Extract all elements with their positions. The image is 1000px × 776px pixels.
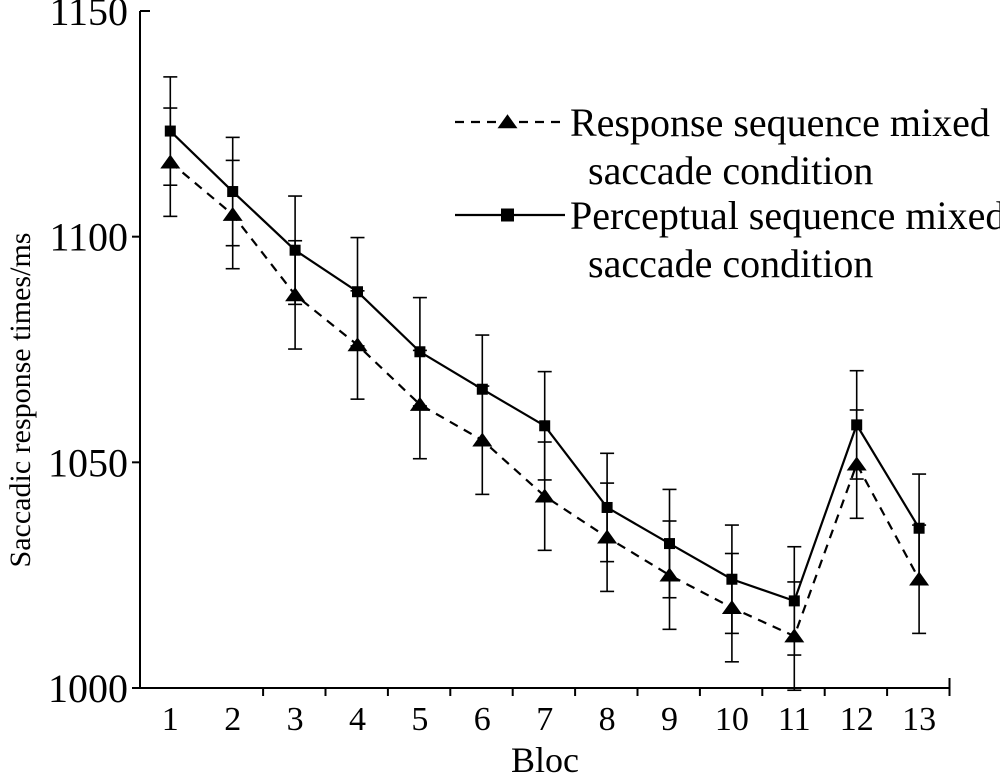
svg-text:11: 11 bbox=[778, 701, 811, 738]
svg-text:6: 6 bbox=[474, 701, 491, 738]
svg-text:3: 3 bbox=[287, 701, 304, 738]
svg-text:Bloc: Bloc bbox=[511, 740, 579, 776]
svg-text:1: 1 bbox=[162, 701, 179, 738]
svg-text:saccade condition: saccade condition bbox=[588, 241, 873, 286]
svg-text:10: 10 bbox=[715, 701, 749, 738]
svg-text:4: 4 bbox=[349, 701, 366, 738]
svg-text:13: 13 bbox=[902, 701, 936, 738]
svg-text:7: 7 bbox=[536, 701, 553, 738]
svg-text:Saccadic response times/ms: Saccadic response times/ms bbox=[4, 233, 37, 568]
svg-text:8: 8 bbox=[599, 701, 616, 738]
svg-text:Response sequence mixed: Response sequence mixed bbox=[570, 100, 990, 145]
svg-text:1150: 1150 bbox=[49, 0, 128, 34]
svg-text:Perceptual sequence mixed: Perceptual sequence mixed bbox=[570, 193, 1000, 238]
svg-text:1100: 1100 bbox=[49, 215, 128, 260]
svg-text:saccade condition: saccade condition bbox=[588, 148, 873, 193]
svg-text:9: 9 bbox=[661, 701, 678, 738]
svg-text:5: 5 bbox=[411, 701, 428, 738]
svg-text:2: 2 bbox=[224, 701, 241, 738]
svg-text:12: 12 bbox=[840, 701, 874, 738]
svg-text:1050: 1050 bbox=[48, 440, 128, 485]
svg-text:1000: 1000 bbox=[48, 666, 128, 711]
